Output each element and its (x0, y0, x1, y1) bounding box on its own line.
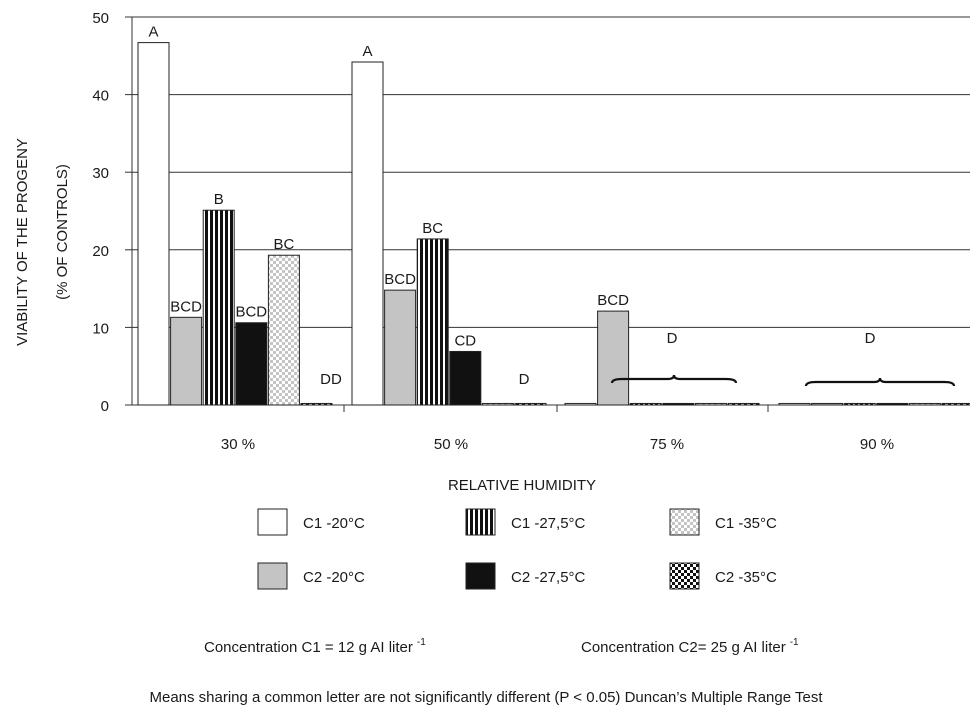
y-tick-label: 20 (92, 243, 109, 260)
bar-label: BCD (235, 304, 267, 321)
x-tick-label: 90 % (860, 436, 894, 453)
bar (138, 43, 169, 405)
legend-swatch (670, 509, 699, 535)
bar (630, 403, 661, 405)
bar (385, 290, 416, 405)
bar (268, 255, 299, 405)
bar (663, 403, 694, 405)
bar (812, 403, 843, 405)
bar (203, 210, 234, 405)
y-tick-labels: 0 10 20 30 40 50 (92, 10, 109, 415)
bar (565, 403, 596, 405)
y-tick-label: 40 (92, 88, 109, 105)
bar (482, 403, 513, 405)
bars (138, 43, 970, 405)
legend-swatch (670, 563, 699, 589)
bar (515, 403, 546, 405)
legend-label: C1 -27,5°C (511, 515, 586, 532)
bar (844, 403, 875, 405)
bar-label: B (214, 191, 224, 208)
y-tick-label: 30 (92, 165, 109, 182)
group-brace (806, 378, 954, 386)
x-axis-label: RELATIVE HUMIDITY (448, 477, 596, 494)
bar-label: BCD (597, 292, 629, 309)
bar-label: CD (454, 332, 476, 349)
bar (942, 403, 970, 405)
gridlines (132, 17, 970, 327)
bar-label: BC (422, 220, 443, 237)
x-tick-label: 30 % (221, 436, 255, 453)
legend-label: C1 -20°C (303, 515, 365, 532)
legend-swatch (466, 509, 495, 535)
group-annotation: D (865, 330, 876, 347)
y-axis-label-line2: (% OF CONTROLS) (54, 164, 71, 300)
legend-swatch (258, 509, 287, 535)
bar (236, 323, 267, 405)
bar (695, 403, 726, 405)
group-brace (612, 375, 736, 383)
bar (450, 351, 481, 405)
x-tick-labels: 30 % 50 % 75 % 90 % (221, 436, 894, 453)
bar (779, 403, 810, 405)
group-annotation: D (519, 371, 530, 388)
y-tick-label: 0 (101, 398, 109, 415)
legend-swatch (466, 563, 495, 589)
bar (417, 239, 448, 405)
group-annotation: DD (320, 371, 342, 388)
legend-label: C1 -35°C (715, 515, 777, 532)
bar-label: BCD (384, 271, 416, 288)
y-tick-label: 10 (92, 320, 109, 337)
legend: C1 -20°C C1 -27,5°C C1 -35°C C2 -20°C C2 -27… (258, 509, 777, 589)
concentration-c1-note: Concentration C1 = 12 g AI liter -1 (204, 637, 426, 656)
bar (877, 403, 908, 405)
bar-label: A (148, 24, 158, 41)
braces (612, 375, 954, 386)
bar (301, 403, 332, 405)
bar (352, 62, 383, 405)
bar (598, 311, 629, 405)
group-annotation: D (667, 330, 678, 347)
bar-label: BC (273, 236, 294, 253)
bar (909, 403, 940, 405)
legend-label: C2 -35°C (715, 569, 777, 586)
bar-label: A (362, 43, 372, 60)
bar-label: BCD (170, 298, 202, 315)
bar (171, 317, 202, 405)
x-tick-label: 75 % (650, 436, 684, 453)
significance-footnote: Means sharing a common letter are not si… (149, 689, 823, 706)
bar (728, 403, 759, 405)
legend-label: C2 -20°C (303, 569, 365, 586)
legend-label: C2 -27,5°C (511, 569, 586, 586)
y-tick-label: 50 (92, 10, 109, 27)
legend-swatch (258, 563, 287, 589)
x-tick-label: 50 % (434, 436, 468, 453)
y-axis-label-line1: VIABILITY OF THE PROGENY (14, 138, 31, 346)
concentration-c2-note: Concentration C2= 25 g AI liter -1 (581, 637, 799, 656)
